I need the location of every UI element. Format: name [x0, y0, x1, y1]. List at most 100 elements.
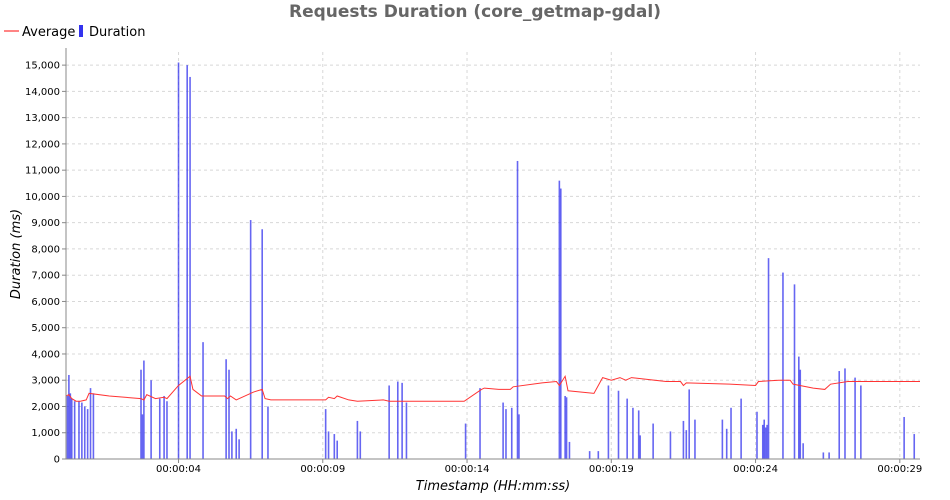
- duration-bar: [518, 414, 520, 459]
- duration-bar: [267, 406, 269, 459]
- duration-bar: [68, 374, 70, 459]
- duration-bar: [231, 431, 233, 459]
- x-axis-ticks: 00:00:04 00:00:09 00:00:14 00:00:19 00:00:24…: [156, 459, 922, 475]
- duration-bar: [86, 409, 89, 459]
- duration-bar: [333, 434, 336, 459]
- legend-duration-swatch: [79, 25, 83, 37]
- duration-bar: [913, 434, 916, 459]
- duration-bar: [166, 401, 168, 459]
- duration-bar: [767, 258, 770, 459]
- grid-lines: [66, 52, 920, 459]
- duration-bar: [396, 381, 399, 459]
- y-tick-label: 15,000: [25, 61, 60, 72]
- duration-bar: [838, 371, 841, 459]
- duration-bar: [761, 424, 764, 459]
- duration-bar: [238, 439, 240, 459]
- duration-bar: [228, 369, 230, 459]
- chart-title: Requests Duration (core_getmap-gdal): [289, 2, 661, 22]
- duration-bar: [73, 401, 76, 459]
- duration-bar: [505, 409, 507, 459]
- duration-bar: [92, 393, 95, 459]
- duration-bar: [558, 180, 561, 459]
- duration-bar: [793, 284, 796, 459]
- duration-bar: [798, 356, 800, 459]
- duration-bar: [202, 342, 204, 459]
- duration-bar: [249, 220, 252, 459]
- x-tick-label: 00:00:29: [877, 464, 922, 475]
- duration-bar: [405, 402, 408, 459]
- legend-average-label: Average: [22, 25, 75, 40]
- duration-bar: [69, 393, 72, 459]
- y-tick-label: 8,000: [31, 244, 60, 255]
- duration-bar: [141, 414, 144, 459]
- duration-bar: [632, 407, 634, 459]
- duration-bar: [860, 385, 862, 459]
- duration-bar: [158, 398, 161, 459]
- duration-bar: [617, 390, 620, 459]
- x-tick-label: 00:00:04: [156, 464, 201, 475]
- y-tick-label: 4,000: [31, 349, 60, 360]
- duration-bar: [607, 385, 610, 459]
- duration-bar: [565, 397, 568, 459]
- duration-bar: [588, 451, 591, 459]
- duration-bar: [740, 398, 742, 459]
- duration-bar: [626, 398, 628, 459]
- duration-bar: [177, 62, 180, 459]
- duration-bar: [637, 410, 640, 459]
- duration-bar: [235, 428, 238, 459]
- legend: Average Duration: [4, 25, 145, 40]
- duration-bar: [694, 419, 696, 459]
- duration-bar: [388, 385, 390, 459]
- duration-bar: [639, 435, 641, 459]
- axes: [65, 48, 920, 460]
- duration-bar: [83, 406, 86, 459]
- duration-bar: [502, 402, 504, 459]
- duration-bar: [327, 431, 330, 459]
- duration-bar: [688, 389, 690, 459]
- legend-duration-label: Duration: [89, 25, 145, 40]
- duration-bar: [78, 401, 80, 459]
- x-tick-label: 00:00:09: [300, 464, 345, 475]
- y-tick-label: 11,000: [25, 166, 60, 177]
- duration-bar: [89, 388, 92, 459]
- duration-bar: [828, 452, 830, 459]
- duration-bar: [336, 440, 338, 459]
- y-tick-label: 7,000: [31, 271, 60, 282]
- duration-bar: [225, 359, 227, 459]
- duration-bar: [143, 360, 145, 459]
- duration-bar: [324, 409, 327, 459]
- y-axis-ticks: 0 1,000 2,000 3,000 4,000 5,000 6,000 7,000 8,00…: [25, 61, 66, 466]
- duration-bar: [564, 395, 566, 459]
- duration-bar: [763, 419, 765, 459]
- duration-bar: [66, 395, 69, 459]
- duration-bar: [163, 395, 165, 459]
- duration-bar: [802, 443, 804, 459]
- duration-bar: [725, 428, 728, 459]
- duration-bar: [81, 402, 83, 459]
- duration-bar: [479, 388, 481, 459]
- duration-bar: [764, 427, 767, 459]
- average-line: [65, 374, 920, 402]
- duration-bar: [356, 420, 359, 459]
- duration-bar: [140, 369, 142, 459]
- x-tick-label: 00:00:19: [589, 464, 634, 475]
- duration-bar: [510, 407, 513, 459]
- y-tick-label: 12,000: [25, 139, 60, 150]
- y-tick-label: 5,000: [31, 323, 60, 334]
- duration-bar: [652, 423, 654, 459]
- duration-bar: [359, 431, 362, 459]
- duration-bar: [903, 416, 905, 459]
- y-tick-label: 14,000: [25, 87, 60, 98]
- duration-bar: [401, 382, 403, 459]
- duration-bar: [844, 368, 846, 459]
- duration-bar: [822, 452, 825, 459]
- duration-bar: [150, 380, 152, 459]
- duration-bar: [568, 441, 571, 459]
- duration-bars: [66, 62, 916, 460]
- duration-bar: [186, 65, 188, 459]
- duration-bar: [685, 430, 688, 459]
- y-tick-label: 3,000: [31, 376, 60, 387]
- duration-bar: [516, 160, 519, 459]
- duration-bar: [189, 76, 191, 459]
